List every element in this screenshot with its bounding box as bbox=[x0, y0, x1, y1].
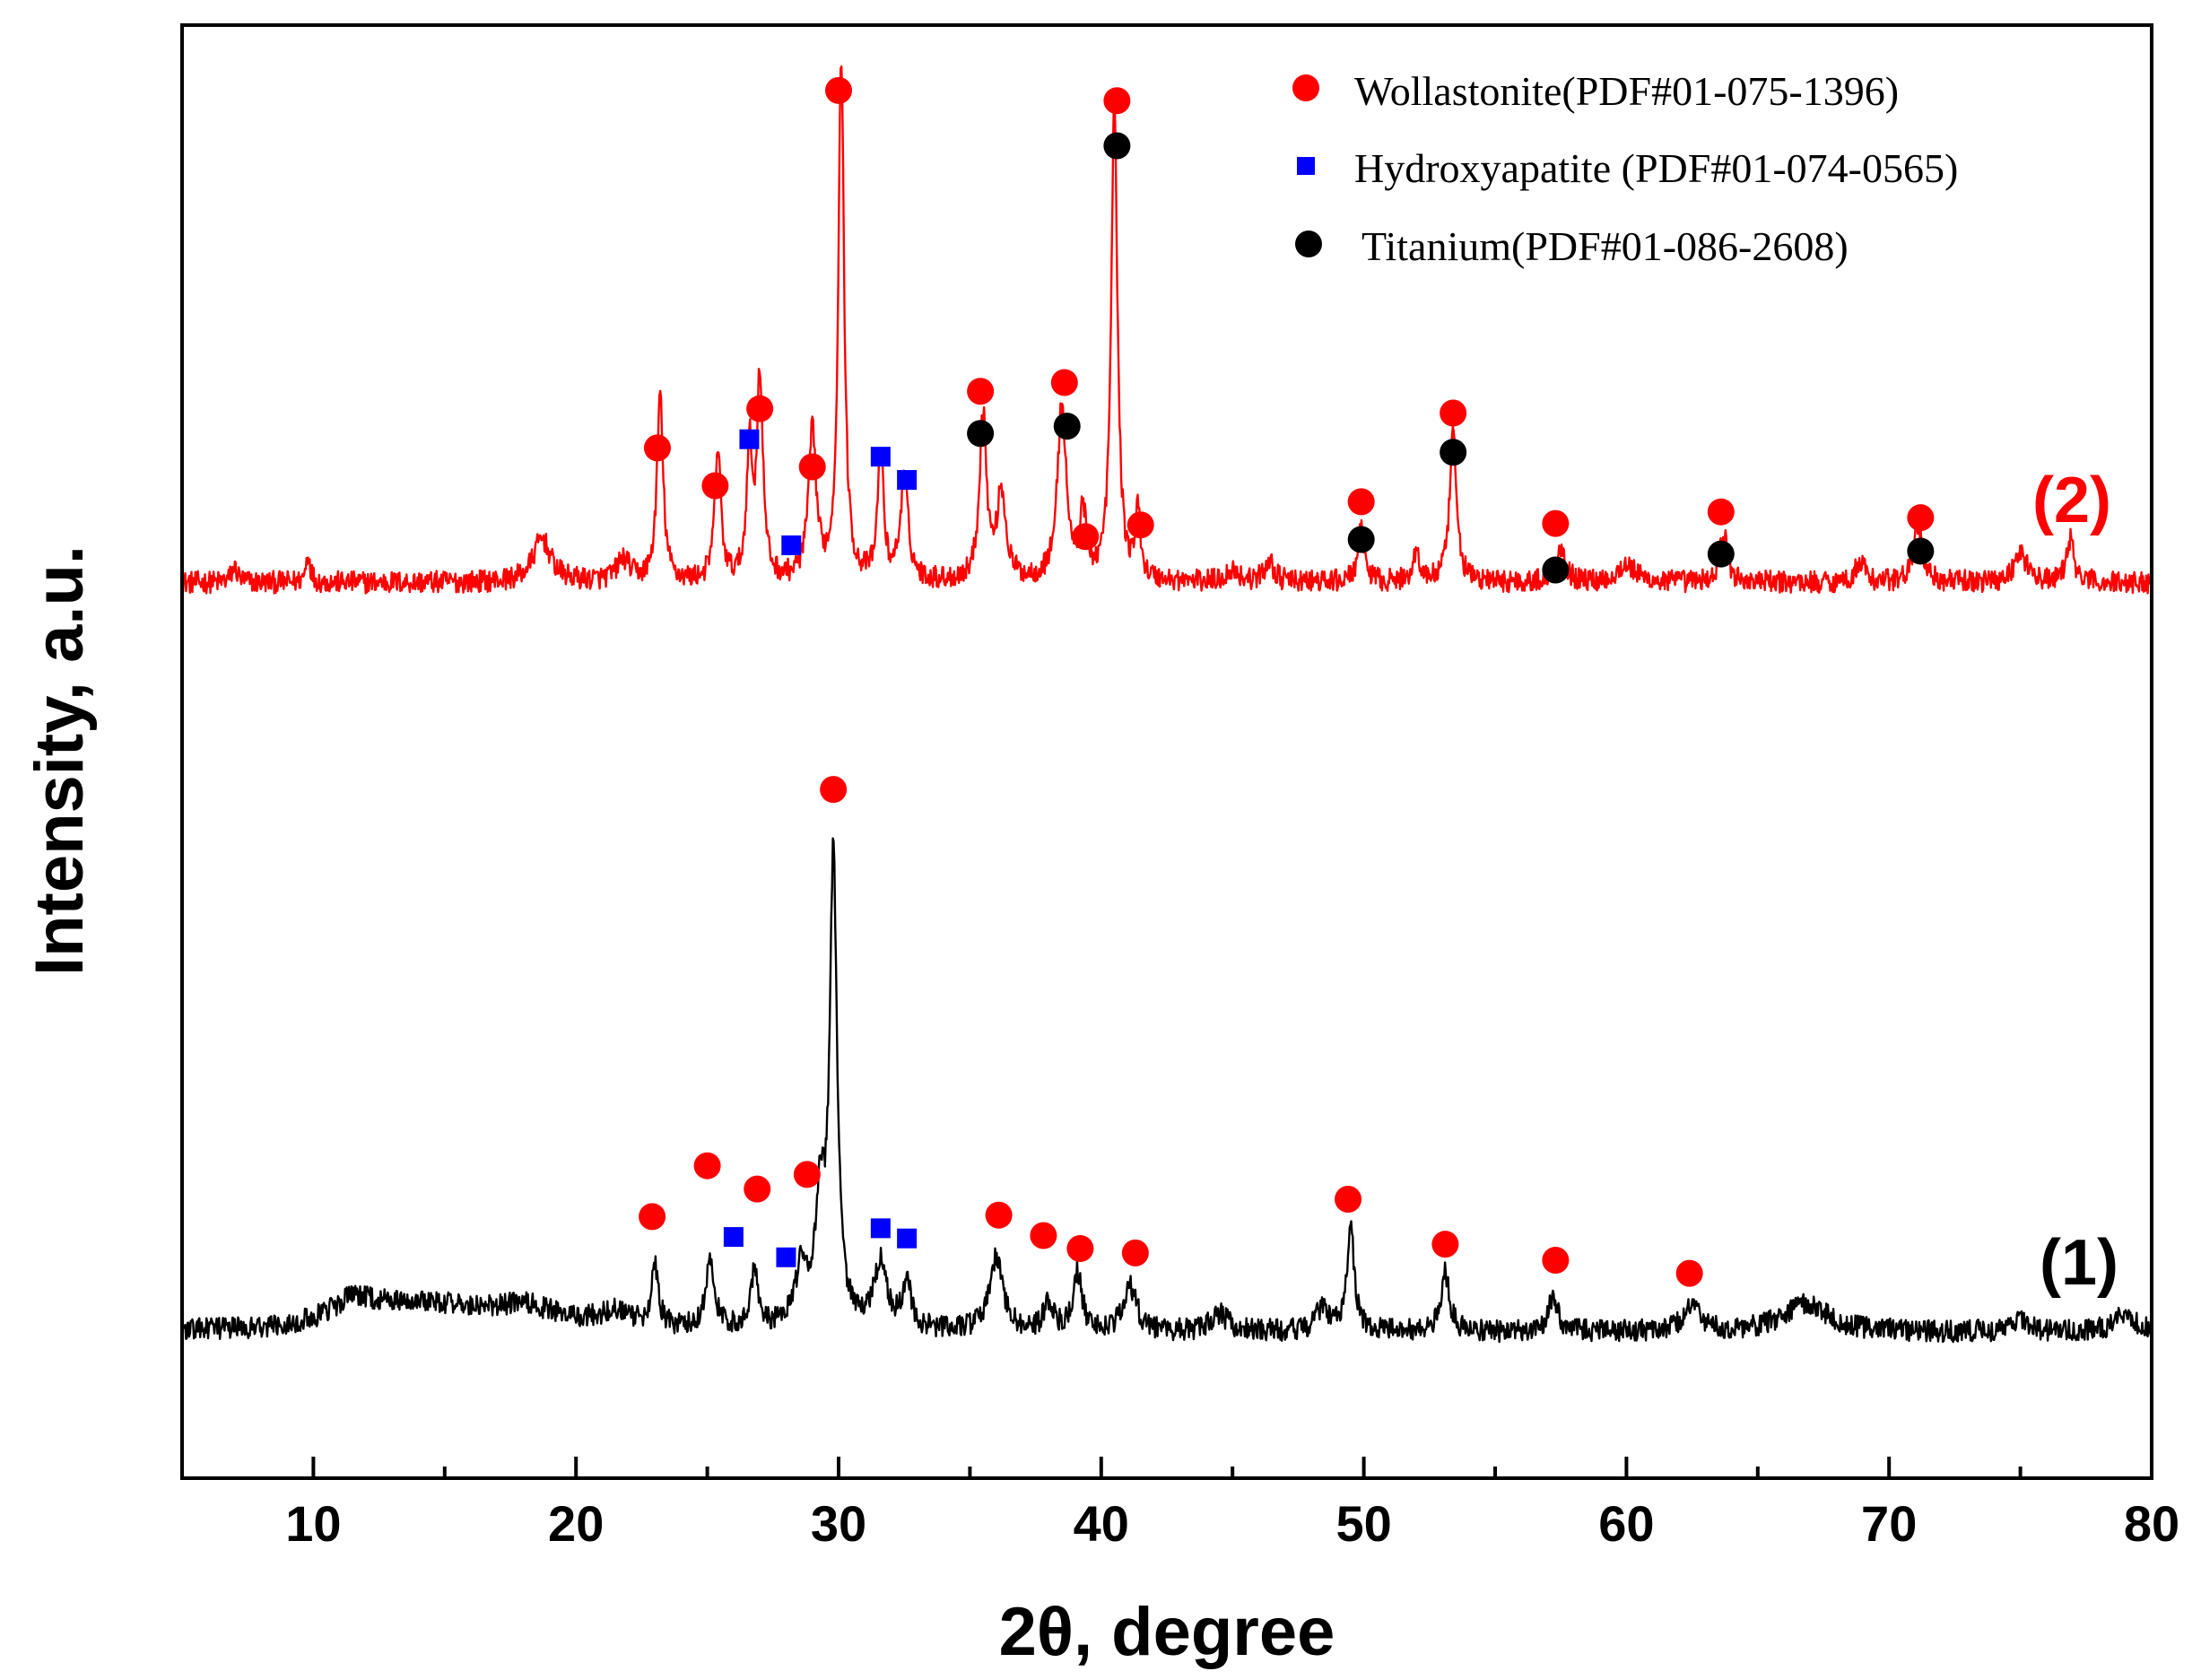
wollastonite-marker bbox=[1066, 1235, 1094, 1263]
x-tick-label: 60 bbox=[1598, 1495, 1654, 1552]
titanium-marker bbox=[1907, 537, 1935, 565]
x-axis-title: 2θ, degree bbox=[999, 1594, 1335, 1670]
legend-wollastonite-label: Wollastonite(PDF#01-075-1396) bbox=[1354, 68, 1899, 114]
titanium-marker bbox=[1103, 132, 1131, 160]
titanium-marker bbox=[1542, 556, 1570, 584]
x-axis-tick-labels: 10 20 30 40 50 60 70 80 bbox=[285, 1495, 2179, 1552]
wollastonite-marker bbox=[793, 1161, 821, 1188]
legend: Wollastonite(PDF#01-075-1396) Hydroxyapa… bbox=[1292, 68, 1958, 269]
wollastonite-marker bbox=[798, 453, 826, 481]
wollastonite-marker bbox=[746, 395, 774, 422]
wollastonite-marker bbox=[1431, 1231, 1459, 1258]
hydroxyapatite-marker bbox=[897, 470, 918, 491]
wollastonite-marker bbox=[1121, 1239, 1149, 1267]
wollastonite-marker bbox=[701, 472, 729, 500]
titanium-marker bbox=[1707, 540, 1735, 568]
series-label-2: (2) bbox=[2032, 465, 2111, 536]
legend-hydroxyapatite-marker bbox=[1297, 157, 1315, 175]
x-tick-label: 50 bbox=[1335, 1495, 1391, 1552]
wollastonite-marker bbox=[1440, 399, 1467, 427]
titanium-marker bbox=[967, 420, 995, 448]
wollastonite-marker bbox=[693, 1152, 721, 1179]
wollastonite-marker bbox=[1907, 504, 1935, 532]
wollastonite-marker bbox=[1542, 1247, 1570, 1274]
wollastonite-marker bbox=[1347, 488, 1375, 516]
wollastonite-marker bbox=[1103, 87, 1131, 115]
x-tick-label: 70 bbox=[1861, 1495, 1917, 1552]
wollastonite-marker bbox=[1675, 1259, 1703, 1287]
x-axis-ticks bbox=[180, 1457, 2153, 1478]
series-label-1: (1) bbox=[2040, 1227, 2118, 1299]
series-line-1 bbox=[180, 837, 2153, 1344]
titanium-marker bbox=[1440, 439, 1467, 466]
legend-hydroxyapatite-label: Hydroxyapatite (PDF#01-074-0565) bbox=[1354, 145, 1958, 191]
phase-markers bbox=[639, 76, 1935, 1287]
legend-titanium-marker bbox=[1295, 231, 1322, 257]
wollastonite-marker bbox=[1707, 498, 1735, 526]
wollastonite-marker bbox=[1335, 1185, 1362, 1213]
wollastonite-marker bbox=[1030, 1222, 1057, 1249]
x-tick-label: 30 bbox=[811, 1495, 866, 1552]
hydroxyapatite-marker bbox=[897, 1228, 918, 1249]
wollastonite-marker bbox=[639, 1203, 666, 1231]
plot-frame bbox=[180, 23, 2153, 1480]
hydroxyapatite-marker bbox=[781, 535, 802, 555]
wollastonite-marker bbox=[985, 1201, 1013, 1229]
x-tick-label: 80 bbox=[2124, 1495, 2179, 1552]
wollastonite-marker bbox=[1542, 509, 1570, 537]
legend-titanium-label: Titanium(PDF#01-086-2608) bbox=[1361, 223, 1849, 269]
titanium-marker bbox=[1053, 413, 1081, 440]
x-tick-label: 20 bbox=[548, 1495, 604, 1552]
y-axis-title: Intensity, a.u. bbox=[22, 545, 98, 976]
x-tick-label: 10 bbox=[285, 1495, 341, 1552]
wollastonite-marker bbox=[967, 378, 995, 405]
hydroxyapatite-marker bbox=[776, 1247, 796, 1267]
wollastonite-marker bbox=[820, 776, 848, 804]
hydroxyapatite-marker bbox=[870, 1218, 891, 1239]
wollastonite-marker bbox=[1072, 523, 1100, 551]
wollastonite-marker bbox=[1050, 369, 1078, 396]
wollastonite-marker bbox=[1127, 511, 1154, 539]
hydroxyapatite-marker bbox=[870, 447, 891, 467]
x-tick-label: 40 bbox=[1074, 1495, 1129, 1552]
series-line-2 bbox=[181, 65, 2153, 595]
hydroxyapatite-marker bbox=[723, 1227, 744, 1248]
series-traces bbox=[180, 65, 2153, 1344]
wollastonite-marker bbox=[643, 434, 671, 462]
titanium-marker bbox=[1347, 526, 1375, 553]
wollastonite-marker bbox=[825, 76, 852, 104]
wollastonite-marker bbox=[744, 1175, 771, 1203]
hydroxyapatite-marker bbox=[739, 429, 760, 449]
legend-wollastonite-marker bbox=[1292, 74, 1319, 101]
